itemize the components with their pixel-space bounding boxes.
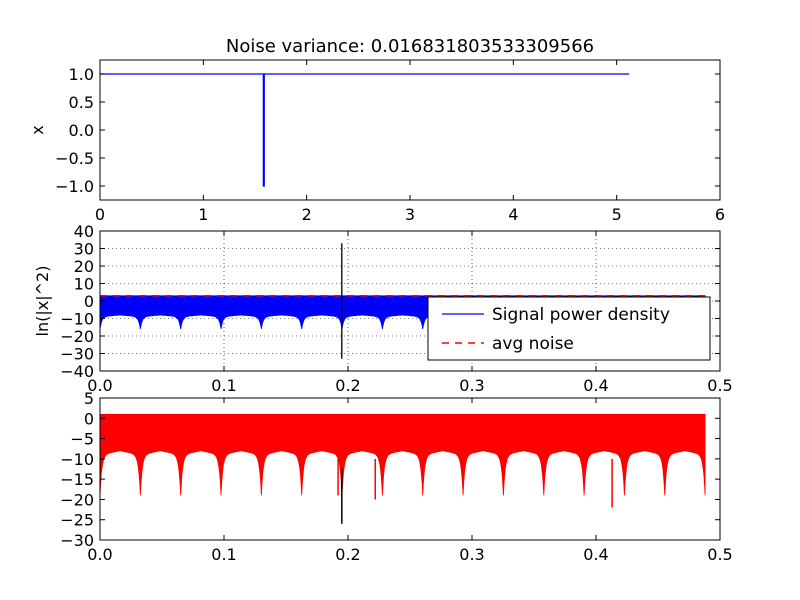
x-tick-label: 0.5: [707, 545, 732, 564]
y-tick-label: −40: [60, 362, 94, 381]
y-tick-label: 10: [74, 275, 94, 294]
y-tick-label: 0: [84, 409, 94, 428]
y-tick-label: −10: [60, 310, 94, 329]
y-tick-label: 1.0: [69, 65, 94, 84]
panel-signal-xticks: 0 1 2 3 4 5 6: [95, 60, 725, 224]
panel-log-power-ylabel: ln(|x|^2): [33, 266, 52, 337]
y-tick-label: −15: [60, 470, 94, 489]
panel-noise: 0.0 0.1 0.2 0.3 0.4 0.5 50 −5−10−15−20 −25−30: [60, 389, 732, 564]
x-tick-label: 0.1: [211, 545, 236, 564]
panel-log-power: 0.0 0.1 0.2 0.3 0.4 0.5 403020100−10−20−30−40…: [33, 222, 733, 395]
y-tick-label: 0.0: [69, 121, 94, 140]
signal-line: [100, 73, 630, 187]
panel-signal-yticks: 1.0 0.5 0.0 −0.5 −1.0: [55, 65, 720, 196]
y-tick-label: −30: [60, 531, 94, 550]
x-tick-label: 3: [405, 205, 415, 224]
x-tick-label: 0.5: [707, 376, 732, 395]
panel-signal-ylabel: x: [28, 125, 47, 134]
panel-signal-frame: [99, 59, 721, 201]
y-tick-label: 20: [74, 257, 94, 276]
panel-noise-xticks: 0.0 0.1 0.2 0.3 0.4 0.5: [87, 398, 733, 564]
y-tick-label: −10: [60, 450, 94, 469]
y-tick-label: −5: [70, 430, 94, 449]
y-tick-label: 0: [84, 292, 94, 311]
y-tick-label: −20: [60, 490, 94, 509]
figure-title: Noise variance: 0.016831803533309566: [226, 36, 594, 57]
x-tick-label: 0.1: [211, 376, 236, 395]
legend-box: [427, 296, 711, 361]
panel-noise-plot-area: [99, 413, 706, 524]
x-tick-label: 0.2: [335, 376, 360, 395]
x-tick-label: 0.4: [583, 545, 608, 564]
y-tick-label: 40: [74, 222, 94, 241]
panel-signal: 0 1 2 3 4 5 6 1.0 0.5 0.0 −0.5 −1.0 x: [28, 59, 725, 224]
x-tick-label: 2: [302, 205, 312, 224]
x-tick-label: 0.2: [335, 545, 360, 564]
y-tick-label: −1.0: [55, 177, 94, 196]
y-tick-label: 5: [84, 389, 94, 408]
x-tick-label: 0.3: [459, 545, 484, 564]
y-tick-label: 30: [74, 240, 94, 259]
legend-signal-label: Signal power density: [492, 305, 670, 325]
panel-noise-frame: [99, 397, 721, 541]
x-tick-label: 0.3: [459, 376, 484, 395]
x-tick-label: 0: [95, 205, 105, 224]
noise-power-band: [99, 413, 706, 496]
panel-log-power-xticks: 0.0 0.1 0.2 0.3 0.4 0.5: [87, 231, 733, 395]
panel-signal-plot-area: [100, 73, 630, 187]
y-tick-label: −20: [60, 327, 94, 346]
y-tick-label: −30: [60, 345, 94, 364]
x-tick-label: 4: [508, 205, 518, 224]
x-tick-label: 5: [612, 205, 622, 224]
x-tick-label: 0.4: [583, 376, 608, 395]
x-tick-label: 0.0: [87, 376, 112, 395]
x-tick-label: 0.0: [87, 545, 112, 564]
x-tick-label: 1: [198, 205, 208, 224]
legend: Signal power density avg noise: [427, 296, 711, 361]
panel-noise-yticks: 50 −5−10−15−20 −25−30: [60, 389, 720, 550]
y-tick-label: −0.5: [55, 149, 94, 168]
legend-noise-label: avg noise: [492, 334, 574, 354]
y-tick-label: −25: [60, 511, 94, 530]
y-tick-label: 0.5: [69, 93, 94, 112]
x-tick-label: 6: [715, 205, 725, 224]
